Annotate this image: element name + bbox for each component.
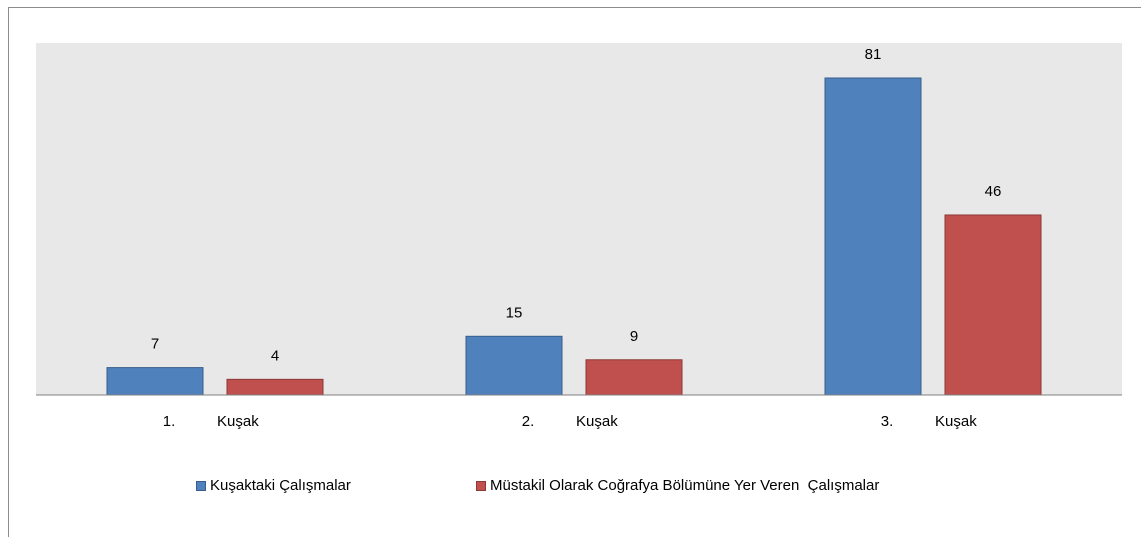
legend-label-series-1: Kuşaktaki Çalışmalar	[210, 477, 351, 494]
bar-series-1-cat-1	[106, 367, 204, 396]
labels-group: 7 4 1. Kuşak 15 9 2. Kuşak 81 46 3. Kuşak	[151, 46, 1002, 430]
legend-label-series-2: Müstakil Olarak Coğrafya Bölümüne Yer Ve…	[490, 477, 880, 494]
data-label-series-1-cat-3: 81	[865, 46, 882, 63]
bar-series-2-cat-2	[585, 359, 683, 396]
x-tick-label-1: Kuşak	[217, 413, 259, 430]
legend-item-series-2: Müstakil Olarak Coğrafya Bölümüne Yer Ve…	[476, 477, 879, 494]
x-tick-label-3: Kuşak	[935, 413, 977, 430]
legend-swatch-series-2	[476, 480, 486, 491]
x-tick-label-2: Kuşak	[576, 413, 618, 430]
data-label-series-2-cat-3: 46	[985, 183, 1002, 200]
legend-item-series-1: Kuşaktaki Çalışmalar	[196, 477, 351, 494]
bar-series-1-cat-2	[465, 335, 563, 396]
plot-area	[36, 43, 1122, 395]
legend-swatch-series-1	[196, 480, 206, 491]
data-label-series-2-cat-2: 9	[630, 328, 638, 345]
x-tick-number-2: 2.	[522, 413, 535, 430]
x-tick-number-1: 1.	[163, 413, 176, 430]
bar-series-2-cat-3	[944, 214, 1042, 396]
bar-series-1-cat-3	[824, 77, 922, 396]
data-label-series-1-cat-2: 15	[506, 304, 523, 321]
chart-frame	[8, 7, 1141, 537]
bar-series-2-cat-1	[226, 378, 324, 396]
bars-group	[106, 77, 1042, 396]
data-label-series-1-cat-1: 7	[151, 336, 159, 353]
x-tick-number-3: 3.	[881, 413, 894, 430]
data-label-series-2-cat-1: 4	[271, 347, 279, 364]
